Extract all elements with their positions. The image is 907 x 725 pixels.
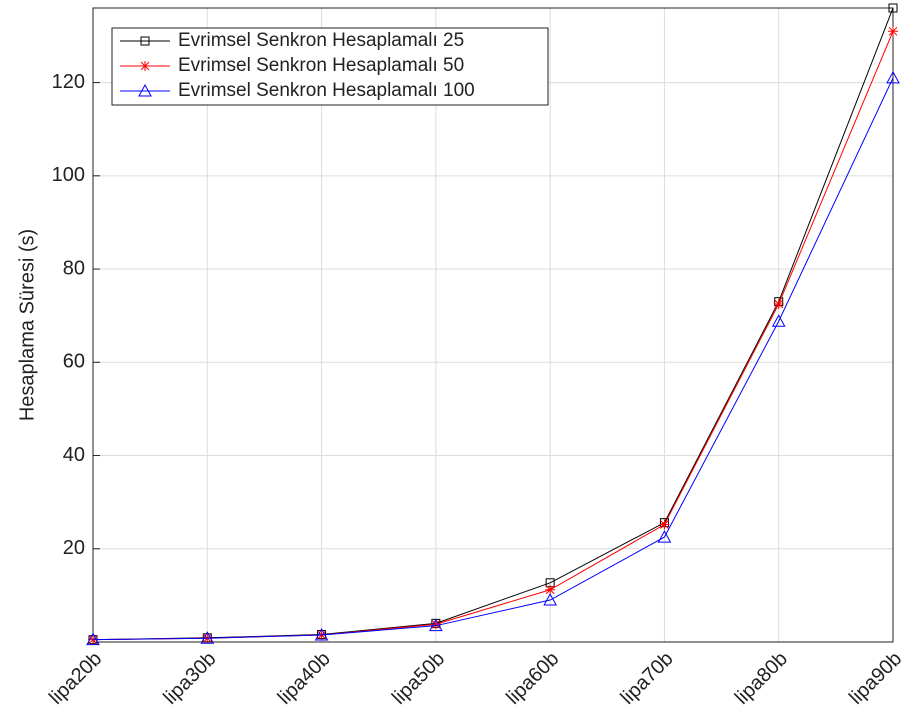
y-tick-label: 80	[63, 257, 85, 279]
marker	[430, 619, 441, 630]
y-tick-label: 40	[63, 444, 85, 466]
marker	[140, 61, 150, 71]
x-tick-label: lipa50b	[388, 648, 449, 709]
marker	[545, 584, 556, 595]
legend-label: Evrimsel Senkron Hesaplamalı 100	[178, 80, 475, 101]
plot-frame	[92, 7, 894, 643]
legend-label: Evrimsel Senkron Hesaplamalı 25	[178, 30, 464, 51]
legend-box	[111, 27, 549, 106]
y-tick-label: 120	[52, 71, 85, 93]
x-tick-label: lipa20b	[45, 648, 106, 709]
marker	[314, 627, 329, 641]
y-tick-label: 100	[52, 164, 85, 186]
legend-label: Evrimsel Senkron Hesaplamalı 50	[178, 55, 464, 76]
marker	[659, 519, 670, 530]
marker	[429, 618, 443, 632]
series-line	[92, 77, 894, 641]
marker	[140, 36, 150, 46]
x-tick-label: lipa60b	[502, 648, 563, 709]
x-tick-label: lipa90b	[845, 648, 906, 709]
marker	[543, 592, 557, 606]
marker	[200, 631, 215, 644]
y-axis-label: Hesaplama Süresi (s)	[16, 229, 38, 421]
x-tick-label: lipa70b	[617, 648, 678, 709]
marker	[773, 299, 784, 310]
marker	[657, 530, 672, 543]
y-tick-label: 20	[63, 537, 85, 559]
marker	[888, 26, 898, 37]
marker	[138, 83, 152, 97]
marker	[886, 70, 900, 84]
y-tick-label: 60	[63, 351, 85, 373]
x-tick-label: lipa40b	[274, 648, 335, 709]
x-tick-label: lipa80b	[731, 648, 792, 709]
marker	[86, 632, 100, 646]
x-tick-label: lipa30b	[159, 648, 220, 709]
marker	[888, 3, 898, 13]
marker	[771, 314, 786, 327]
